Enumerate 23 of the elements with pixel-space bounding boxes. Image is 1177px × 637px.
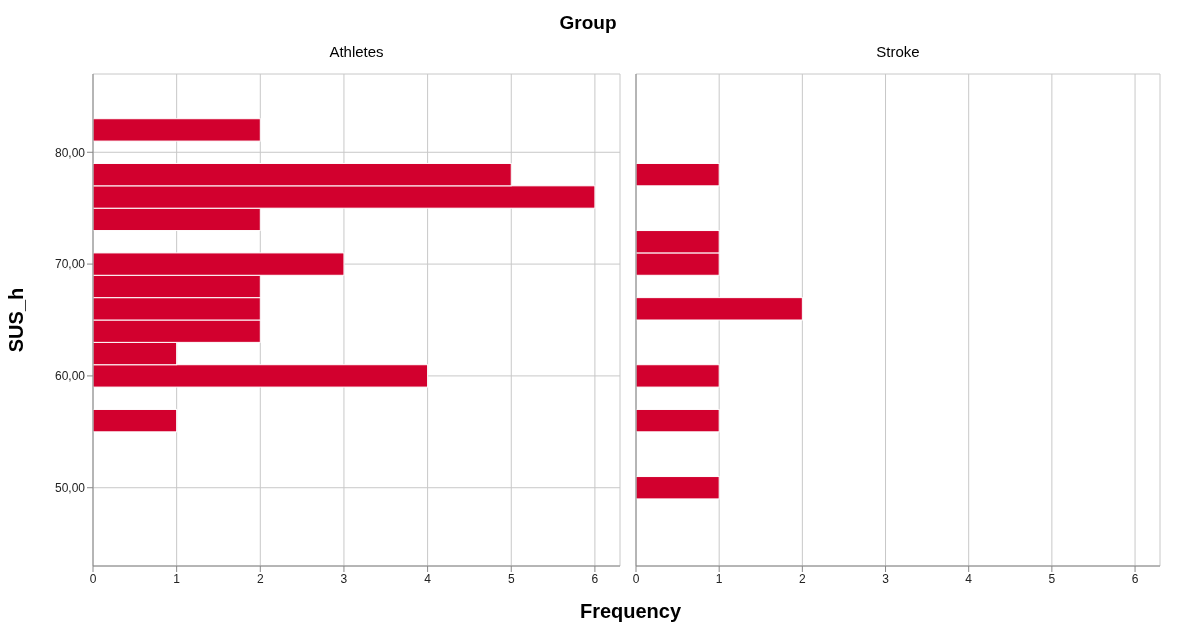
x-tick-label: 3: [882, 571, 890, 586]
x-tick-label: 6: [1131, 571, 1139, 586]
x-axis-title: Frequency: [578, 599, 683, 624]
y-tick-label: 60,00: [54, 369, 86, 384]
y-tick-label: 70,00: [54, 257, 86, 272]
y-tick-label: 80,00: [54, 145, 86, 160]
x-tick-label: 3: [340, 571, 348, 586]
x-tick-label: 5: [507, 571, 515, 586]
x-tick-label: 1: [173, 571, 181, 586]
y-tick-label: 50,00: [54, 480, 86, 495]
x-tick-label: 5: [1048, 571, 1056, 586]
chart-subtitle: Stroke: [875, 42, 921, 62]
x-tick-label: 2: [799, 571, 807, 586]
chart-title: Group: [558, 11, 618, 35]
x-tick-label: 4: [965, 571, 973, 586]
x-tick-label: 1: [715, 571, 723, 586]
x-tick-label: 2: [256, 571, 264, 586]
chart-subtitle: Athletes: [328, 42, 385, 62]
y-axis-title: SUS_h: [5, 287, 28, 353]
x-tick-label: 6: [591, 571, 599, 586]
x-tick-label: 0: [632, 571, 640, 586]
x-tick-label: 0: [89, 571, 97, 586]
x-tick-label: 4: [424, 571, 432, 586]
